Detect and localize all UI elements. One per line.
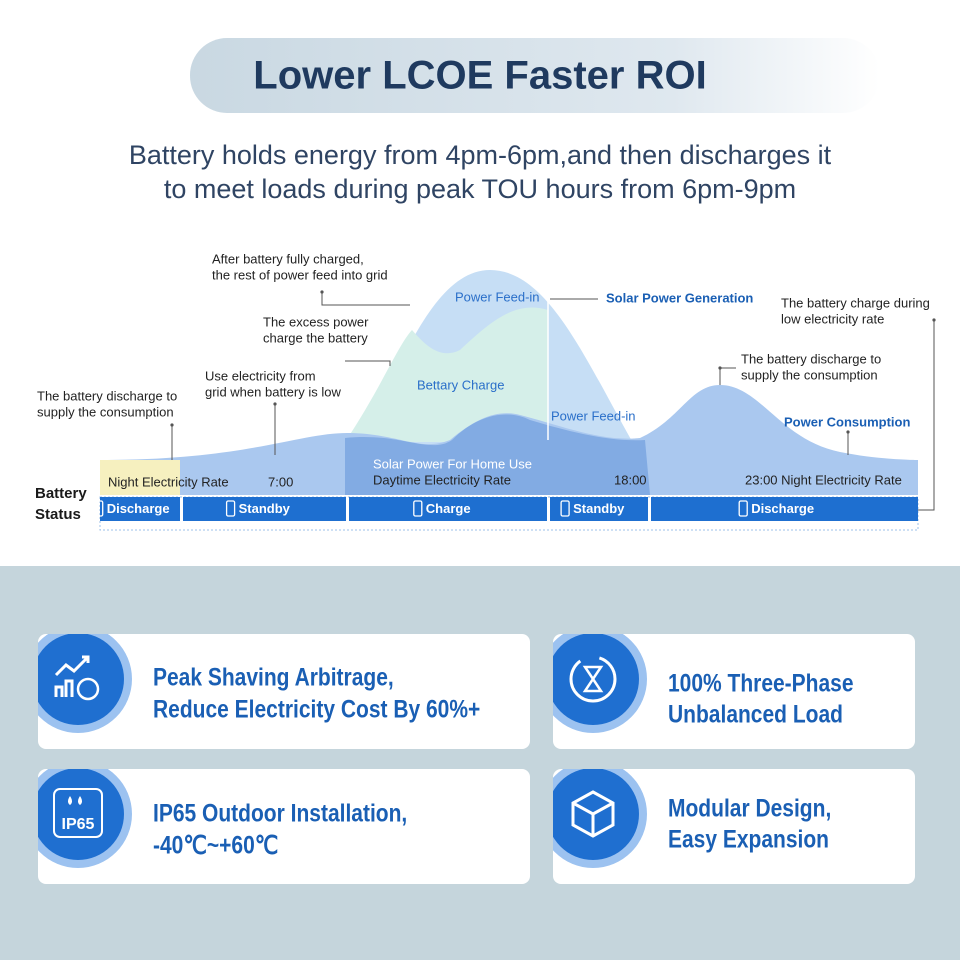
status-text: Standby	[239, 501, 291, 516]
connector-dot	[273, 402, 277, 406]
connector-dot	[170, 423, 174, 427]
battery-charge-area	[345, 307, 548, 442]
feature-icon	[553, 634, 647, 733]
status-segment	[183, 497, 346, 521]
annotation: grid when battery is low	[205, 384, 341, 399]
feature-text: Unbalanced Load	[668, 700, 843, 728]
feature-card	[38, 769, 530, 884]
connector-dot	[932, 318, 936, 322]
feature-text: 100% Three-Phase	[668, 669, 854, 697]
status-segment	[651, 497, 918, 521]
icon-shape	[68, 796, 82, 805]
feature-text: IP65 Outdoor Installation,	[153, 799, 407, 827]
status-segment	[349, 497, 547, 521]
home-use-area	[345, 414, 650, 495]
status-label: Status	[35, 506, 81, 523]
time-label: 18:00	[614, 472, 647, 487]
battery-icon	[560, 500, 570, 517]
time-label: 7:00	[268, 474, 293, 489]
icon-shape	[571, 790, 615, 838]
connector	[321, 292, 410, 306]
icon-disc	[38, 634, 124, 725]
annotation: the rest of power feed into grid	[212, 267, 388, 282]
feature-text: Reduce Electricity Cost By 60%+	[153, 695, 480, 723]
icon-shape	[582, 665, 604, 693]
annotation: charge the battery	[263, 330, 368, 345]
feature-icon	[38, 634, 132, 733]
subtitle: Battery holds energy from 4pm-6pm,and th…	[129, 140, 832, 170]
battery-icon	[738, 500, 748, 517]
annotation: The battery discharge to	[37, 388, 177, 403]
icon-shape	[569, 655, 617, 703]
features-bg	[0, 566, 960, 960]
time-label: Night Electricity Rate	[108, 474, 229, 489]
feature-text: Easy Expansion	[668, 825, 829, 853]
time-label: 23:00 Night Electricity Rate	[745, 472, 902, 487]
annotation: After battery fully charged,	[212, 251, 364, 266]
connector-dot	[320, 290, 324, 294]
feature-text: -40℃~+60℃	[153, 831, 278, 859]
status-text: Discharge	[751, 501, 814, 516]
feature-icon	[553, 769, 647, 868]
icon-shape	[76, 677, 100, 701]
annotation: low electricity rate	[781, 311, 884, 326]
feature-card	[38, 634, 530, 749]
annotation: The battery charge during	[781, 295, 930, 310]
annotation: Use electricity from	[205, 368, 316, 383]
connector-dot	[846, 430, 850, 434]
title-banner	[190, 38, 880, 113]
annotation: The battery discharge to	[741, 351, 881, 366]
connector-dot	[718, 366, 722, 370]
area-label: Power Feed-in	[551, 408, 636, 423]
annotation: supply the consumption	[741, 367, 878, 382]
area-label: Power Consumption	[784, 414, 910, 429]
title: Lower LCOE Faster ROI	[253, 54, 706, 98]
annotation: supply the consumption	[37, 404, 174, 419]
status-label: Battery	[35, 485, 87, 502]
feature-icon: IP65	[38, 769, 132, 868]
area-label: Solar Power For Home Use	[373, 456, 532, 471]
icon-shape	[54, 655, 90, 697]
battery-icon	[94, 500, 104, 517]
battery-icon	[413, 500, 423, 517]
status-text: Standby	[573, 501, 625, 516]
night-rate-box	[100, 460, 180, 495]
status-segment	[100, 497, 180, 521]
annotation: The excess power	[263, 314, 369, 329]
area-label: Power Feed-in	[455, 289, 540, 304]
area-label: Bettary Charge	[417, 377, 504, 392]
connector	[719, 367, 736, 385]
icon-disc	[38, 769, 124, 860]
connector	[345, 360, 391, 366]
connector	[918, 320, 935, 511]
feature-text: Peak Shaving Arbitrage,	[153, 663, 394, 691]
subtitle: to meet loads during peak TOU hours from…	[164, 174, 796, 204]
feature-text: Modular Design,	[668, 794, 831, 822]
icon-text: IP65	[62, 816, 95, 833]
area-label: Solar Power Generation	[606, 290, 753, 305]
status-text: Discharge	[107, 501, 170, 516]
battery-icon	[225, 500, 236, 517]
status-text: Charge	[426, 501, 471, 516]
time-label: Daytime Electricity Rate	[373, 472, 511, 487]
icon-shape	[53, 788, 103, 838]
